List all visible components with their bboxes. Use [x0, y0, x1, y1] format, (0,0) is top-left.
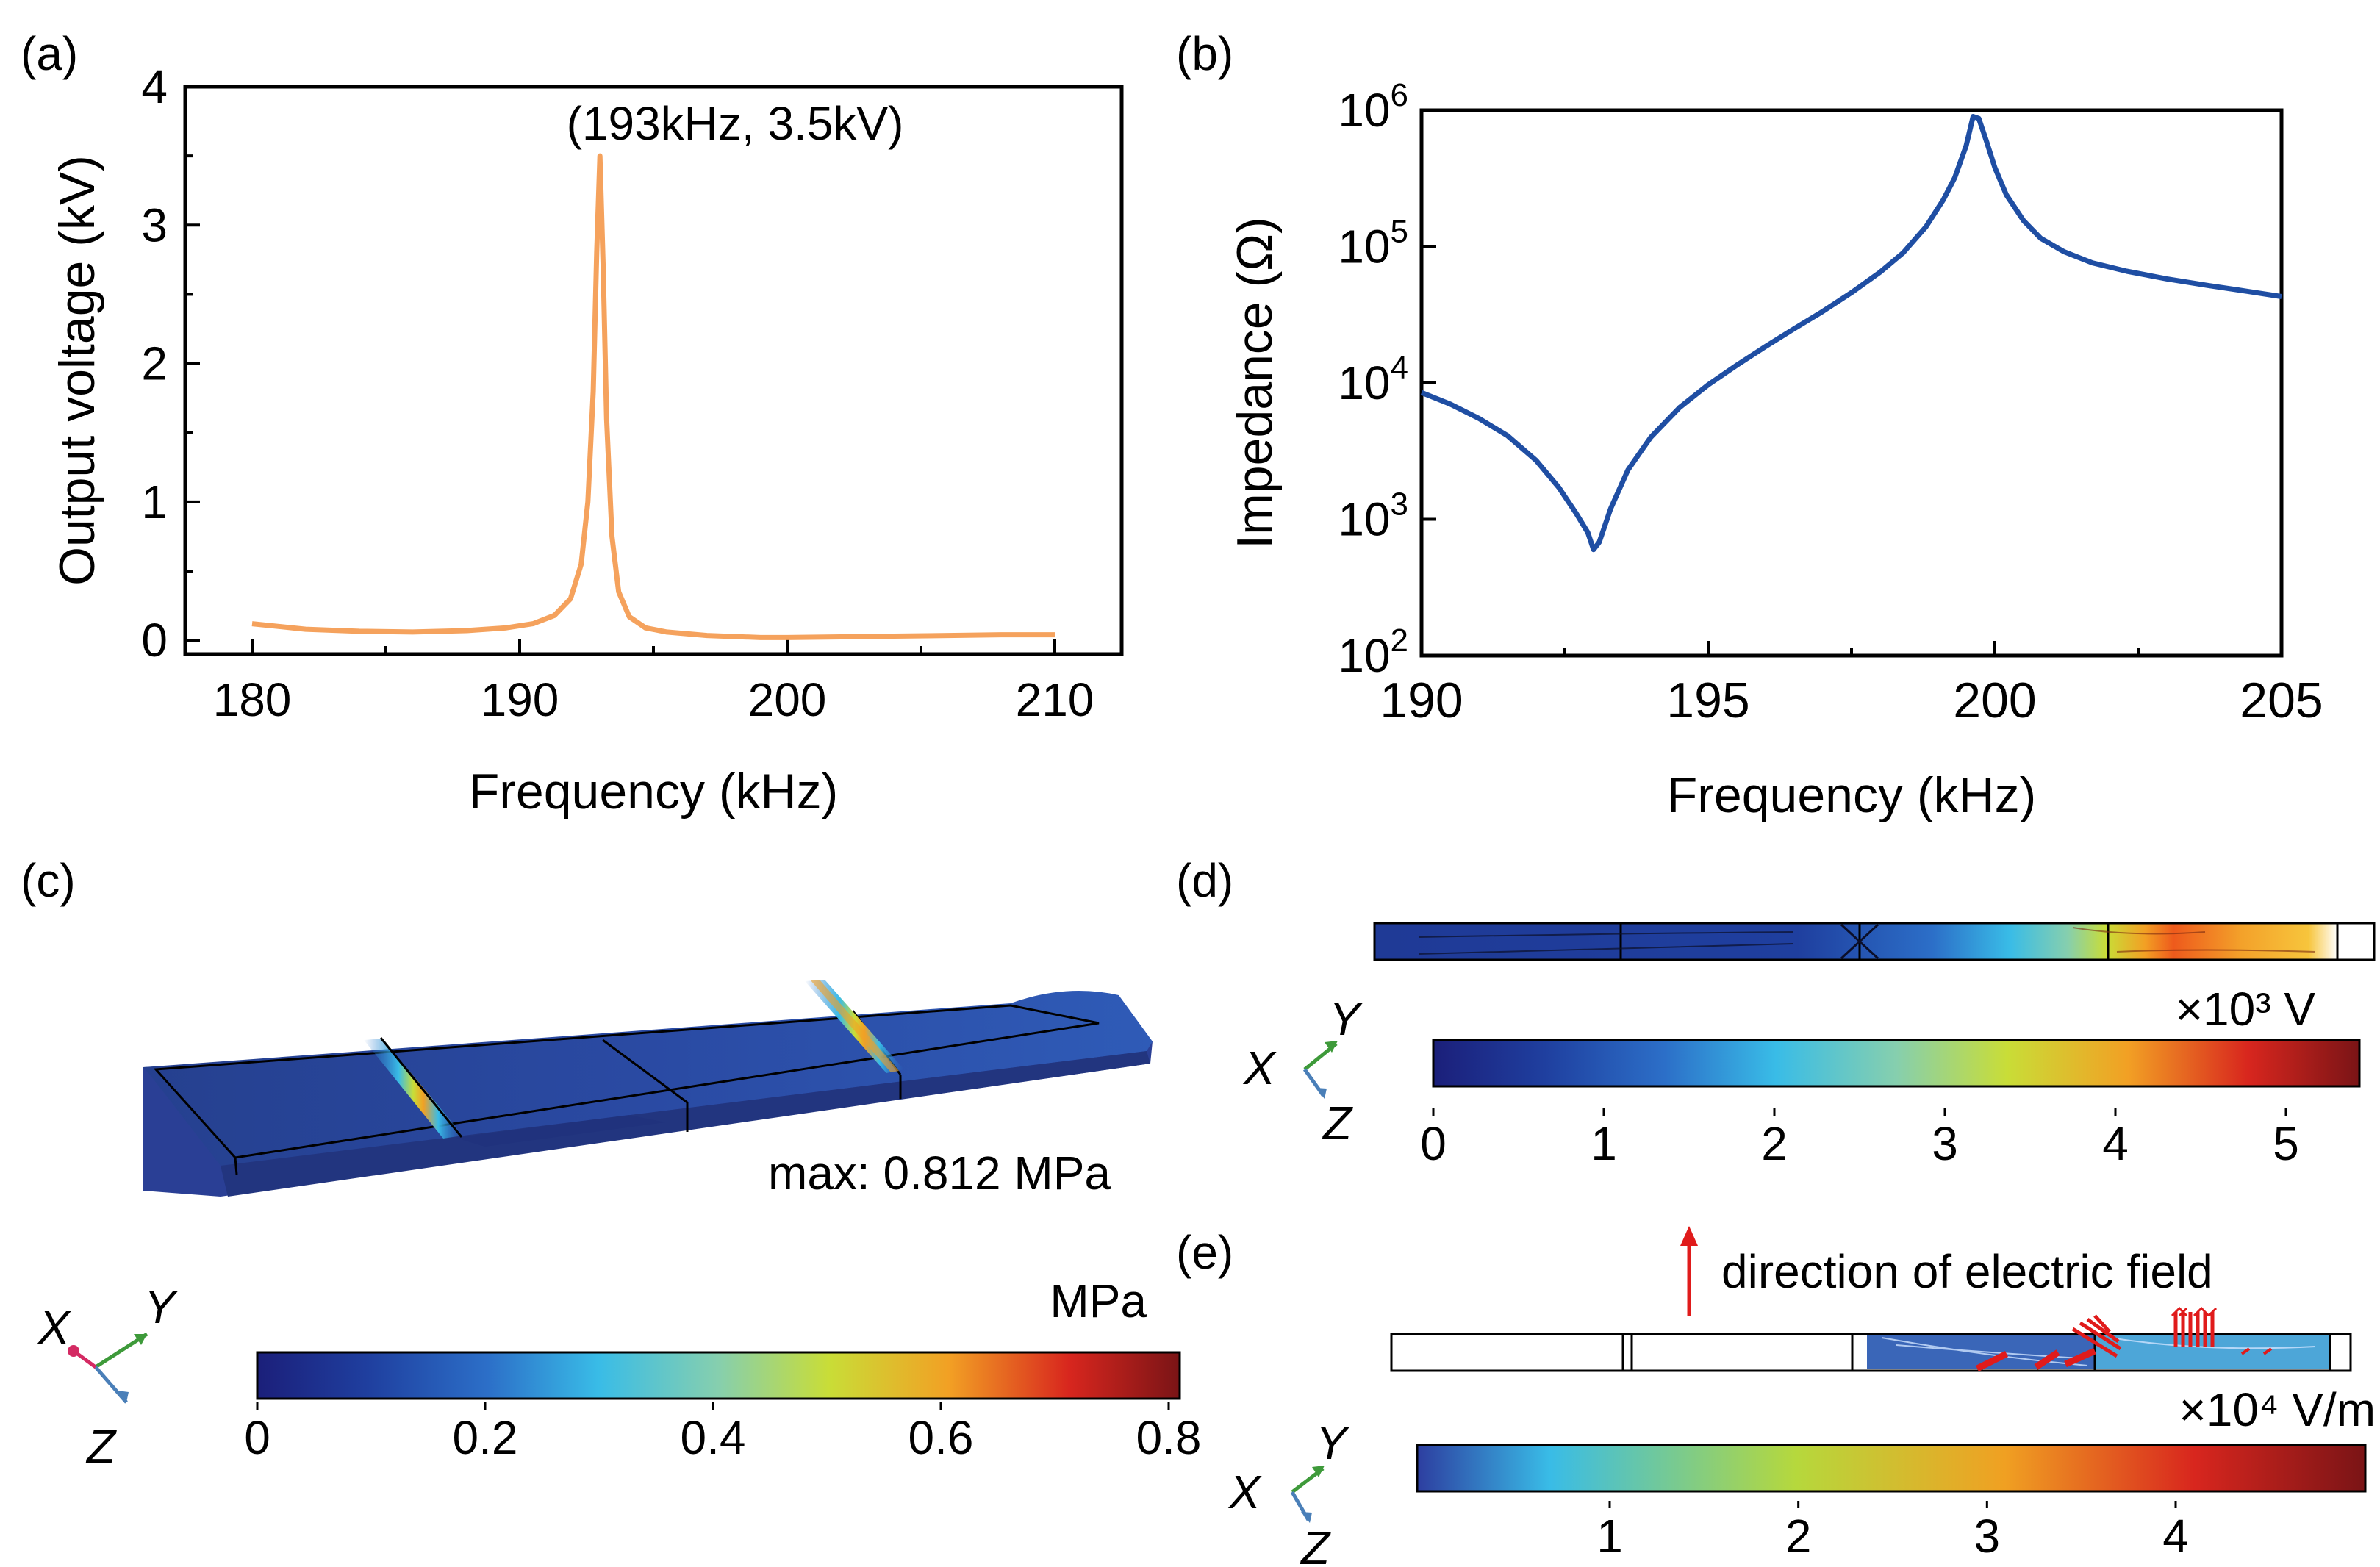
panel-b-y-ticks: 102 103 104 105 106	[1338, 77, 1436, 682]
panel-c-colorbar-tick-label: 0.8	[1136, 1411, 1202, 1464]
panel-a-y-axis-label: Output voltage (kV)	[49, 155, 105, 586]
panel-a-x-tick-label: 190	[481, 673, 559, 726]
panel-b-series	[1420, 114, 2282, 553]
panel-a-plot-frame	[183, 85, 1124, 656]
panel-d-axis-z: Z	[1322, 1097, 1353, 1150]
panel-a-y-tick-label: 3	[141, 198, 168, 251]
panel-a-x-tick-label: 210	[1016, 673, 1094, 726]
panel-c: (c) max: 0.812 MPa	[21, 854, 1201, 1473]
panel-e-colorbar-ticks: 1 2 3 4	[1596, 1501, 2189, 1563]
panel-b-y-tick-label: 103	[1338, 487, 1408, 546]
panel-b-y-tick-label: 106	[1338, 77, 1408, 137]
panel-b-y-tick-label: 105	[1338, 214, 1408, 273]
panel-d-colorbar-tick-label: 2	[1761, 1117, 1788, 1170]
panel-c-max-text: max: 0.812 MPa	[768, 1147, 1111, 1200]
panel-c-beam-render	[143, 980, 1153, 1197]
panel-e-axis-x: X	[1227, 1466, 1262, 1518]
panel-b-x-tick-label: 195	[1666, 673, 1749, 728]
panel-d-colorbar-tick-label: 0	[1420, 1117, 1447, 1170]
panel-c-colorbar	[256, 1351, 1181, 1400]
panel-d-colorbar	[1432, 1039, 2361, 1088]
panel-e-label: (e)	[1176, 1226, 1233, 1279]
panel-a-series-line	[251, 153, 1055, 640]
panel-a-y-ticks: 0 1 2 3 4	[141, 60, 200, 667]
panel-d-axis-y: Y	[1329, 992, 1363, 1045]
panel-b-series-line	[1420, 114, 2282, 553]
panel-c-stress-stripe-left	[364, 1039, 463, 1139]
panel-c-plate-outline	[153, 1004, 1100, 1159]
panel-a-y-tick-label: 1	[141, 476, 168, 528]
panel-b-y-tick-label: 104	[1338, 350, 1408, 409]
panel-b-x-tick-label: 200	[1953, 673, 2036, 728]
panel-a-label: (a)	[21, 27, 78, 80]
panel-a-y-tick-label: 2	[141, 337, 168, 390]
panel-b-x-ticks: 190 195 200 205	[1380, 641, 2323, 728]
panel-c-axis-z: Z	[85, 1420, 117, 1473]
panel-c-axis-triad: X Y Z	[37, 1280, 179, 1473]
panel-d-colorbar-tick-label: 3	[1932, 1117, 1958, 1170]
panel-e-arrow-text: direction of electric field	[1721, 1245, 2213, 1298]
panel-c-colorbar-tick-label: 0.6	[908, 1411, 974, 1464]
panel-b: (b) 190 195 200 205 102 103 104 105 106 Frequen…	[1176, 27, 2323, 823]
panel-e-axis-z: Z	[1300, 1521, 1331, 1567]
panel-b-x-tick-label: 205	[2240, 673, 2323, 728]
panel-a-y-tick-label: 4	[141, 60, 168, 113]
panel-c-colorbar-tick-label: 0.2	[453, 1411, 518, 1464]
panel-c-beam-top-face	[143, 991, 1153, 1166]
panel-b-label: (b)	[1176, 27, 1233, 80]
panel-c-colorbar-ticks: 0 0.2 0.4 0.6 0.8	[244, 1402, 1201, 1464]
panel-b-x-axis-label: Frequency (kHz)	[1667, 767, 2037, 823]
panel-d-colorbar-tick-label: 5	[2273, 1117, 2299, 1170]
panel-c-colorbar-tick-label: 0.4	[681, 1411, 746, 1464]
panel-d-colorbar-ticks: 0 1 2 3 4 5	[1420, 1108, 2299, 1170]
panel-a-x-axis-label: Frequency (kHz)	[469, 764, 839, 820]
panel-e-colorbar	[1416, 1444, 2367, 1493]
panel-b-x-tick-label: 190	[1380, 673, 1463, 728]
panel-e-axis-y: Y	[1316, 1416, 1350, 1469]
panel-c-axis-x: X	[37, 1301, 71, 1354]
panel-a-series	[251, 153, 1055, 640]
panel-a: (a) 180 190 200 210 0 1 2 3 4 (193kHz, 3.5kV) F…	[21, 27, 1124, 820]
panel-e-colorbar-tick-label: 4	[2162, 1510, 2189, 1563]
panel-d-colorbar-tick-label: 1	[1591, 1117, 1617, 1170]
panel-e-unit: ×10⁴ V/m	[2179, 1383, 2376, 1436]
panel-d-axis-triad: X Y Z	[1242, 992, 1363, 1150]
panel-a-x-ticks: 180 190 200 210	[213, 639, 1094, 726]
panel-e-colorbar-tick-label: 3	[1974, 1510, 2001, 1563]
panel-e-field-arrow-legend	[1680, 1226, 1698, 1316]
panel-e-axis-triad: X Y Z	[1227, 1416, 1350, 1567]
panel-e: (e) direction of electric field	[1176, 1226, 2376, 1567]
panel-e-colorbar-tick-label: 2	[1785, 1510, 1812, 1563]
panel-d-label: (d)	[1176, 854, 1233, 907]
panel-a-y-tick-label: 0	[141, 614, 168, 667]
panel-b-y-axis-label: Impedance (Ω)	[1227, 217, 1283, 548]
panel-c-colorbar-tick-label: 0	[244, 1411, 270, 1464]
panel-c-unit: MPa	[1050, 1274, 1147, 1327]
panel-a-x-tick-label: 180	[213, 673, 292, 726]
panel-d-axis-x: X	[1242, 1041, 1277, 1094]
panel-e-colorbar-tick-label: 1	[1596, 1510, 1623, 1563]
panel-c-label: (c)	[21, 854, 76, 907]
panel-d-beam-render	[1373, 922, 2376, 961]
panel-b-plot-frame	[1419, 108, 2284, 658]
panel-d-colorbar-tick-label: 4	[2102, 1117, 2129, 1170]
panel-b-y-tick-label: 102	[1338, 623, 1408, 682]
panel-a-x-tick-label: 200	[748, 673, 827, 726]
panel-d: (d) X Y Z ×10³ V 0 1 2 3 4 5	[1176, 854, 2376, 1170]
panel-e-beam-render	[1390, 1306, 2352, 1372]
panel-d-beam-field	[1374, 923, 2337, 960]
panel-a-annotation: (193kHz, 3.5kV)	[567, 97, 904, 150]
panel-c-axis-y: Y	[144, 1280, 179, 1333]
panel-d-unit: ×10³ V	[2176, 983, 2316, 1036]
